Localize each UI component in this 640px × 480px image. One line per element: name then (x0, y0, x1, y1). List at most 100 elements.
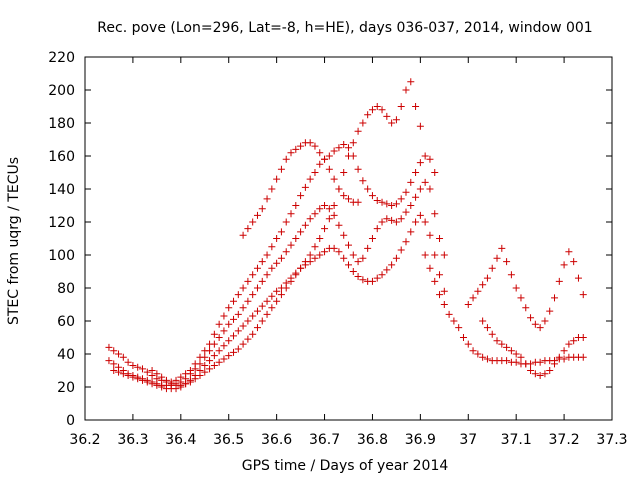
data-point (311, 142, 319, 150)
y-tick-label: 80 (57, 281, 75, 297)
data-point (321, 202, 329, 209)
data-point (244, 297, 252, 305)
data-point (258, 317, 266, 325)
data-point (206, 365, 214, 373)
data-point (340, 254, 348, 262)
data-point (469, 347, 477, 355)
data-point (316, 149, 324, 157)
data-point (412, 218, 420, 226)
data-point (536, 324, 544, 332)
data-point (421, 178, 429, 186)
data-point (134, 375, 142, 383)
data-point (148, 367, 156, 374)
data-point (455, 324, 463, 332)
data-point (551, 294, 559, 302)
x-tick-label: 36.6 (261, 432, 292, 448)
data-point (416, 159, 424, 167)
data-point (579, 353, 587, 361)
data-point (340, 140, 348, 148)
data-point (258, 258, 266, 266)
data-point (115, 368, 123, 376)
data-point (225, 320, 233, 328)
data-point (392, 218, 400, 226)
data-point (282, 155, 290, 163)
data-point (368, 106, 376, 114)
data-point (579, 291, 587, 299)
data-point (536, 358, 544, 366)
data-point (273, 175, 281, 183)
data-point (287, 149, 295, 157)
data-point (301, 183, 309, 191)
data-point (392, 200, 400, 208)
data-point (378, 218, 386, 226)
data-point (230, 315, 238, 323)
data-point (215, 347, 223, 355)
data-point (186, 370, 194, 378)
data-point (153, 381, 161, 389)
x-tick-label: 37.2 (549, 432, 580, 448)
data-point (407, 78, 415, 86)
y-tick-label: 0 (66, 413, 75, 429)
data-point (392, 254, 400, 262)
data-point (230, 348, 238, 356)
data-point (479, 353, 487, 361)
data-point (368, 192, 376, 200)
data-point (234, 291, 242, 299)
data-point (436, 291, 444, 299)
y-axis-label: STEC from uqrg / TECUs (6, 157, 22, 325)
data-point (416, 211, 424, 219)
data-point (244, 335, 252, 343)
data-point (273, 297, 281, 305)
data-point (335, 221, 343, 229)
data-point (138, 365, 146, 373)
data-point (354, 272, 362, 280)
data-point (311, 169, 319, 176)
data-point (464, 301, 472, 308)
data-point (282, 284, 290, 292)
data-point (124, 358, 132, 366)
data-point (507, 271, 515, 279)
data-point (402, 86, 410, 94)
data-point (359, 177, 367, 185)
data-point (469, 294, 477, 302)
data-point (354, 127, 362, 135)
data-point (349, 251, 357, 259)
data-point (536, 371, 544, 379)
data-point (110, 347, 118, 355)
data-point (325, 152, 333, 160)
data-point (220, 342, 228, 350)
data-point (297, 142, 305, 150)
x-tick-label: 36.5 (213, 432, 244, 448)
data-point (503, 258, 511, 266)
data-point (512, 350, 520, 358)
data-point (234, 310, 242, 318)
data-point (215, 320, 223, 328)
data-point (498, 244, 506, 252)
data-point (292, 271, 300, 279)
data-point (273, 287, 281, 295)
data-point (527, 314, 535, 322)
data-point (416, 122, 424, 130)
data-point (225, 337, 233, 345)
data-point (210, 362, 218, 370)
data-point (436, 271, 444, 279)
plot-frame (84, 56, 613, 421)
data-point (268, 264, 276, 272)
data-point (297, 264, 305, 272)
data-point (249, 291, 257, 299)
data-point (201, 362, 209, 370)
data-point (306, 215, 314, 223)
data-point (340, 169, 348, 176)
y-tick-label: 60 (57, 314, 75, 330)
data-point (340, 192, 348, 200)
data-point (220, 312, 228, 320)
data-point (220, 355, 228, 363)
data-point (349, 139, 357, 147)
data-point (301, 221, 309, 229)
data-point (330, 244, 338, 252)
data-point (493, 337, 501, 345)
data-point (450, 317, 458, 325)
data-point (239, 304, 247, 312)
data-point (397, 246, 405, 254)
